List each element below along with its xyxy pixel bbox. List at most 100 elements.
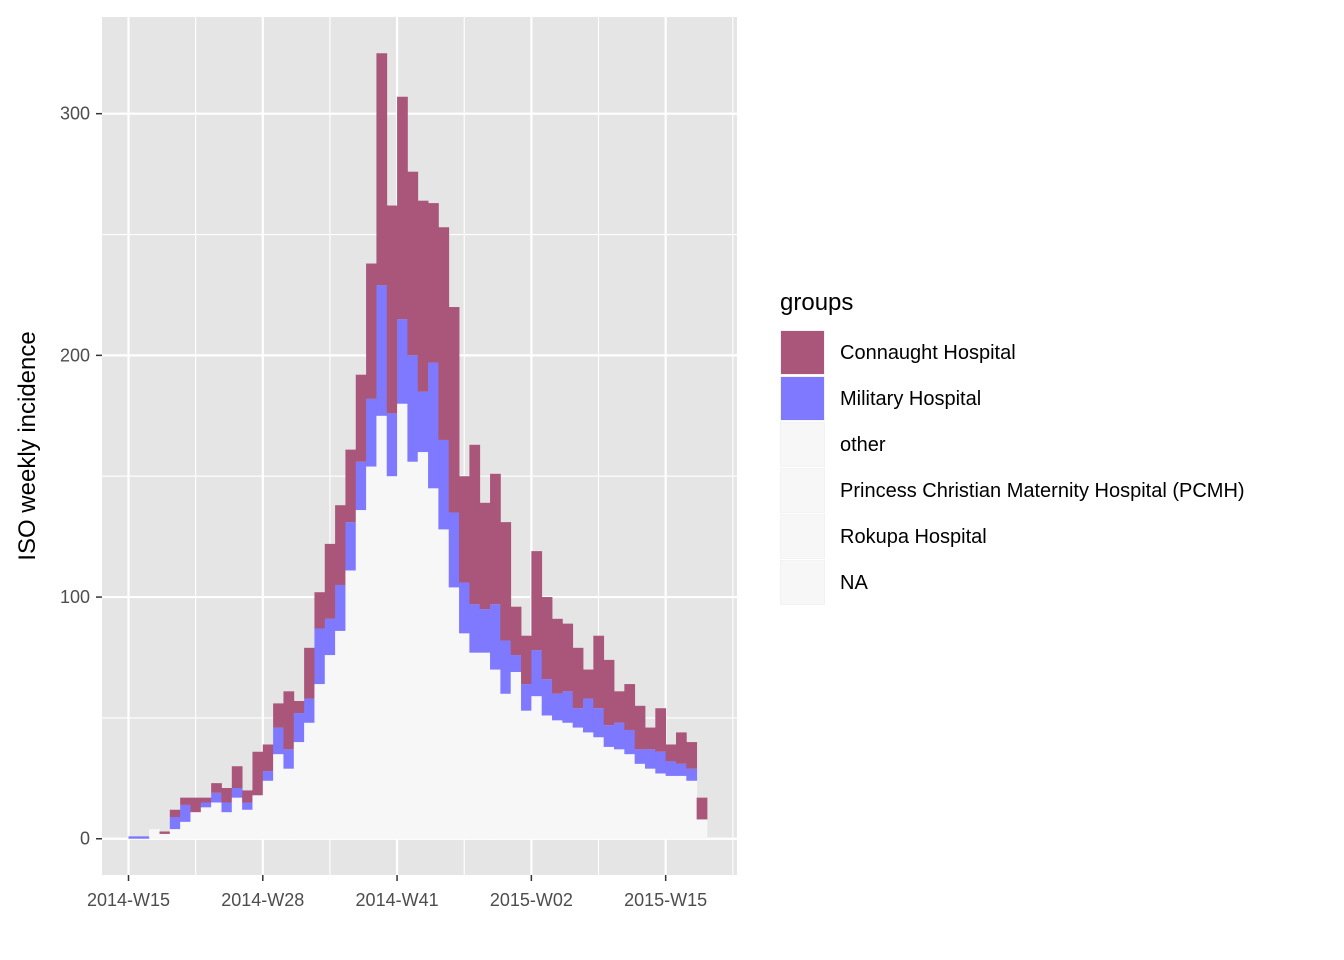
legend-swatch <box>781 331 824 374</box>
bar-other <box>552 720 563 839</box>
bar-connaught-hospital <box>304 647 315 699</box>
bar-military-hospital <box>552 693 563 721</box>
bar-other <box>510 671 522 839</box>
bar-other <box>252 795 264 839</box>
bar-other <box>655 773 667 839</box>
bar-other <box>645 768 656 839</box>
bar-military-hospital <box>572 708 584 728</box>
bar-military-hospital <box>634 749 646 764</box>
bar-military-hospital <box>345 522 357 571</box>
bar-connaught-hospital <box>324 543 336 619</box>
bar-military-hospital <box>231 787 243 798</box>
bar-connaught-hospital <box>211 783 222 793</box>
bar-connaught-hospital <box>655 708 667 752</box>
bar-connaught-hospital <box>552 618 563 694</box>
bar-military-hospital <box>355 461 367 511</box>
bar-other <box>675 775 687 839</box>
bar-military-hospital <box>376 285 388 416</box>
x-tick-label: 2014-W41 <box>356 890 439 910</box>
bar-other <box>314 684 326 839</box>
bar-other <box>386 476 398 839</box>
bar-connaught-hospital <box>366 263 377 399</box>
x-tick-label: 2015-W02 <box>490 890 573 910</box>
bar-connaught-hospital <box>634 705 646 750</box>
bar-connaught-hospital <box>490 473 501 605</box>
bar-military-hospital <box>541 679 553 716</box>
bar-other <box>593 737 605 839</box>
bar-connaught-hospital <box>603 659 615 726</box>
bar-connaught-hospital <box>686 742 698 769</box>
bar-other <box>211 802 222 839</box>
y-axis-title: ISO weekly incidence <box>14 331 41 560</box>
stacked-bars <box>128 53 708 839</box>
x-tick-label: 2014-W28 <box>221 890 304 910</box>
bar-connaught-hospital <box>696 797 708 820</box>
bar-connaught-hospital <box>665 744 677 762</box>
bar-military-hospital <box>200 802 212 808</box>
bar-military-hospital <box>138 836 150 839</box>
x-axis: 2014-W15 2014-W28 2014-W41 2015-W02 2015-W15 <box>87 875 707 910</box>
bar-military-hospital <box>459 582 470 634</box>
bar-other <box>221 812 233 839</box>
bar-other <box>614 749 625 839</box>
legend-swatch <box>781 423 824 466</box>
bar-connaught-hospital <box>345 449 357 523</box>
bar-other <box>696 819 708 839</box>
legend-swatch <box>781 469 824 512</box>
legend-label: Connaught Hospital <box>840 342 1016 364</box>
bar-connaught-hospital <box>335 505 346 585</box>
bar-connaught-hospital <box>645 727 656 750</box>
bar-connaught-hospital <box>469 444 481 605</box>
bar-connaught-hospital <box>438 227 450 440</box>
bar-military-hospital <box>675 763 687 776</box>
bar-military-hospital <box>624 729 636 755</box>
bar-connaught-hospital <box>200 797 212 803</box>
bar-other <box>283 768 295 839</box>
bar-connaught-hospital <box>624 684 636 730</box>
bar-connaught-hospital <box>231 766 243 788</box>
bar-military-hospital <box>169 816 181 830</box>
bar-connaught-hospital <box>572 647 584 709</box>
bar-other <box>479 652 491 839</box>
bar-other <box>428 488 439 839</box>
bar-other <box>541 715 553 839</box>
bar-other <box>438 529 450 839</box>
bar-connaught-hospital <box>614 691 625 723</box>
x-tick-label: 2014-W15 <box>87 890 170 910</box>
bar-connaught-hospital <box>428 203 439 363</box>
bar-other <box>459 633 470 839</box>
bar-other <box>324 655 336 839</box>
legend-label: Rokupa Hospital <box>840 526 987 548</box>
bar-other <box>634 763 646 839</box>
legend-label: Military Hospital <box>840 388 981 410</box>
bar-connaught-hospital <box>510 606 522 656</box>
y-tick-label: 200 <box>60 345 90 365</box>
bar-other <box>231 797 243 839</box>
bar-connaught-hospital <box>407 171 419 356</box>
bar-connaught-hospital <box>386 205 398 414</box>
bar-connaught-hospital <box>376 53 388 286</box>
bar-military-hospital <box>180 804 191 822</box>
bar-connaught-hospital <box>675 732 687 764</box>
bar-other <box>500 693 512 839</box>
bar-other <box>376 415 388 839</box>
y-tick-label: 300 <box>60 104 90 124</box>
bar-military-hospital <box>645 749 656 769</box>
bar-other <box>200 807 212 839</box>
bar-other <box>304 722 315 839</box>
bar-connaught-hospital <box>541 597 553 680</box>
bar-military-hospital <box>438 439 450 530</box>
legend-label: other <box>840 434 886 456</box>
bar-military-hospital <box>448 512 460 588</box>
bar-other <box>665 775 677 839</box>
bar-military-hospital <box>603 725 615 747</box>
bar-military-hospital <box>562 691 574 723</box>
y-axis: 0 100 200 300 <box>60 104 102 849</box>
bar-military-hospital <box>366 398 377 467</box>
bar-other <box>490 669 501 839</box>
bar-connaught-hospital <box>169 809 181 817</box>
bar-other <box>355 510 367 839</box>
bar-other <box>624 754 636 839</box>
bar-other <box>169 829 181 839</box>
